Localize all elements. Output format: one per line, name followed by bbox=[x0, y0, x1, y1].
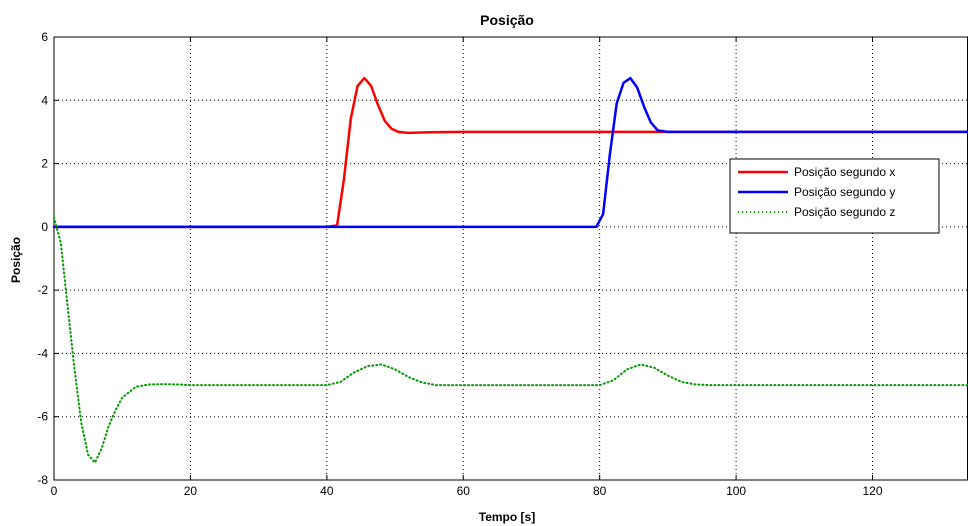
x-tick-label: 80 bbox=[593, 484, 607, 498]
y-tick-label: -8 bbox=[37, 473, 48, 487]
legend: Posição segundo x Posição segundo y Posiçã… bbox=[729, 158, 940, 234]
x-tick-label: 40 bbox=[320, 484, 334, 498]
legend-label-3: Posição segundo z bbox=[794, 205, 895, 219]
y-axis-title: Posição bbox=[9, 237, 23, 283]
x-tick-label: 20 bbox=[184, 484, 198, 498]
series-lines bbox=[52, 76, 968, 464]
series-line-1 bbox=[52, 76, 968, 229]
x-tick-label: 0 bbox=[51, 484, 58, 498]
chart-title: Posição bbox=[480, 12, 534, 28]
y-tick-label: -2 bbox=[37, 283, 48, 297]
x-tick-label: 100 bbox=[726, 484, 746, 498]
y-tick-label: 6 bbox=[41, 30, 48, 44]
y-tick-label: -4 bbox=[37, 346, 48, 360]
y-tick-label: -6 bbox=[37, 410, 48, 424]
y-tick-label: 2 bbox=[41, 157, 48, 171]
x-axis-title: Tempo [s] bbox=[479, 510, 535, 524]
x-tick-label: 120 bbox=[862, 484, 882, 498]
series-line-3 bbox=[53, 216, 968, 464]
x-tick-label: 60 bbox=[457, 484, 471, 498]
axis-ticks: 0 20 40 60 80 100 120 -8 -6 -4 -2 0 2 4 6 bbox=[37, 30, 883, 498]
grid bbox=[54, 37, 968, 480]
y-tick-label: 0 bbox=[41, 220, 48, 234]
legend-label-1: Posição segundo x bbox=[794, 165, 895, 179]
legend-label-2: Posição segundo y bbox=[794, 185, 895, 199]
y-tick-label: 4 bbox=[41, 93, 48, 107]
plot-area-frame bbox=[53, 36, 968, 481]
series-line-2 bbox=[52, 76, 968, 229]
